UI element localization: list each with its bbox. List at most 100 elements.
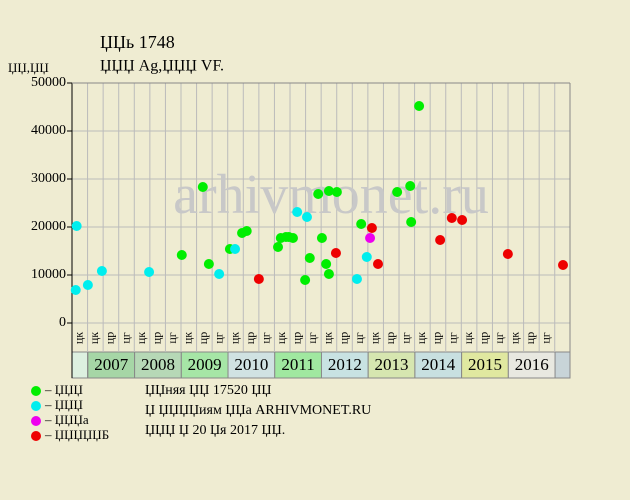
period-label: цг bbox=[492, 332, 506, 343]
point bbox=[321, 259, 332, 270]
point bbox=[392, 187, 403, 198]
period-label: цр bbox=[430, 332, 444, 344]
period-label: цр bbox=[103, 332, 117, 344]
period-label: цг bbox=[352, 332, 366, 343]
point bbox=[356, 218, 367, 229]
period-label: цк bbox=[181, 332, 195, 344]
period-label: цг bbox=[165, 332, 179, 343]
y-tick-label: 0 bbox=[59, 315, 66, 330]
point bbox=[176, 249, 187, 260]
year-label: 2016 bbox=[515, 355, 549, 374]
y-tick-label: 30000 bbox=[31, 171, 66, 186]
period-label: цг bbox=[399, 332, 413, 343]
period-label: цр bbox=[476, 332, 490, 344]
point bbox=[414, 100, 425, 111]
y-tick-label: 10000 bbox=[31, 267, 66, 282]
legend-label: – ЏЏЏ bbox=[44, 382, 83, 397]
year-band bbox=[414, 351, 463, 379]
chart-title: ЏЏь 1748 bbox=[100, 32, 175, 52]
year-band bbox=[134, 351, 182, 379]
point bbox=[313, 188, 324, 199]
point bbox=[405, 181, 416, 192]
year-band bbox=[274, 351, 322, 379]
point bbox=[323, 186, 334, 196]
period-label: цр bbox=[383, 332, 397, 344]
point bbox=[406, 217, 417, 228]
legend-marker bbox=[31, 416, 41, 426]
note: ЏЏняя ЏЏ 17520 ЏЏ bbox=[145, 383, 272, 398]
point bbox=[435, 235, 446, 246]
year-label: 2012 bbox=[328, 355, 362, 374]
year-label: 2011 bbox=[281, 355, 314, 374]
period-label: цр bbox=[523, 332, 537, 344]
period-label: цк bbox=[134, 332, 148, 344]
y-tick-label: 40000 bbox=[31, 123, 66, 138]
period-label: цр bbox=[243, 332, 257, 344]
year-band-edge bbox=[554, 351, 571, 379]
year-label: 2014 bbox=[421, 355, 456, 374]
point bbox=[300, 274, 311, 285]
period-label: цр bbox=[290, 332, 304, 344]
year-label: 2009 bbox=[188, 355, 222, 374]
point bbox=[203, 259, 214, 270]
period-label: цк bbox=[414, 332, 428, 344]
year-label: 2008 bbox=[141, 355, 175, 374]
point bbox=[292, 206, 303, 217]
legend-label: – ЏЏЏ bbox=[44, 397, 83, 412]
point bbox=[323, 268, 334, 279]
year-label: 2007 bbox=[94, 355, 129, 374]
period-label: цг bbox=[212, 332, 226, 343]
year-label: 2015 bbox=[468, 355, 502, 374]
year-label: 2013 bbox=[375, 355, 409, 374]
legend-label: – ЏЏЏа bbox=[44, 412, 89, 427]
point bbox=[331, 187, 342, 198]
point bbox=[71, 220, 82, 231]
point bbox=[372, 259, 383, 270]
period-label: цг bbox=[258, 332, 272, 343]
point bbox=[365, 232, 376, 243]
point bbox=[330, 248, 341, 259]
legend-label: – ЏЏЏЏЏБ bbox=[44, 427, 109, 442]
point bbox=[446, 212, 457, 223]
period-label: цк bbox=[508, 332, 522, 344]
point bbox=[351, 273, 362, 284]
point bbox=[273, 242, 284, 253]
period-label: цг bbox=[118, 332, 132, 343]
legend-marker bbox=[31, 431, 41, 441]
period-label: цк bbox=[274, 332, 288, 344]
note: Џ ЏЏЏЏиям ЏЏа ARHIVMONET.RU bbox=[145, 403, 371, 418]
period-label: цк bbox=[72, 332, 86, 344]
year-band-edge bbox=[71, 351, 89, 379]
point bbox=[361, 252, 372, 262]
year-band bbox=[320, 351, 369, 379]
point bbox=[253, 273, 264, 284]
year-band bbox=[461, 351, 509, 379]
period-label: цг bbox=[305, 332, 319, 343]
year-band bbox=[507, 351, 556, 379]
chart-subtitle: ЏЏЏ Ag,ЏЏЏ VF. bbox=[100, 58, 224, 75]
period-label: цг bbox=[539, 332, 553, 343]
point bbox=[304, 253, 315, 264]
period-label: цк bbox=[367, 332, 381, 344]
year-band bbox=[367, 351, 416, 379]
y-axis-label: ЏЏ,ЏЏ bbox=[8, 60, 49, 75]
point bbox=[366, 223, 377, 234]
year-band bbox=[227, 351, 276, 379]
period-label: цр bbox=[336, 332, 350, 344]
point bbox=[214, 268, 225, 279]
y-tick-label: 50000 bbox=[31, 75, 66, 90]
point bbox=[316, 232, 327, 243]
period-label: цк bbox=[87, 332, 101, 344]
point bbox=[82, 279, 93, 290]
year-label: 2010 bbox=[234, 355, 268, 374]
period-label: цр bbox=[149, 332, 163, 344]
point bbox=[144, 266, 155, 277]
period-label: цк bbox=[321, 332, 335, 344]
point bbox=[197, 182, 208, 193]
legend-marker bbox=[31, 401, 41, 411]
period-label: цг bbox=[445, 332, 459, 343]
point bbox=[457, 214, 468, 225]
period-label: цк bbox=[461, 332, 475, 344]
point bbox=[502, 248, 513, 259]
y-tick-label: 20000 bbox=[31, 219, 66, 234]
